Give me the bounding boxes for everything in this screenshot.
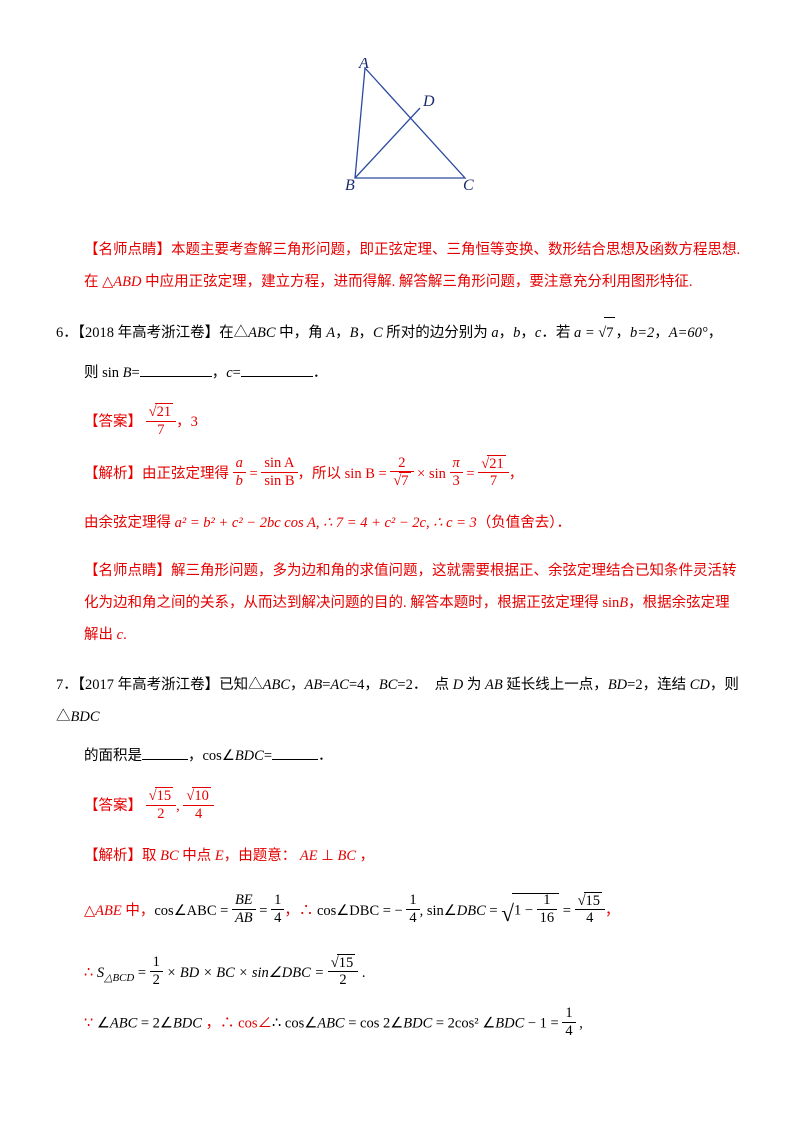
p6-answer: 【答案】 √217，3 <box>56 405 744 440</box>
p6-line2: 则 sin B=，c=． <box>56 358 744 390</box>
triangle-diagram: A D B C <box>56 58 744 211</box>
vertex-D: D <box>422 93 435 110</box>
p7-sol-3: ∴ S△BCD = 12 × BD × BC × sin∠DBC = √152 … <box>56 956 744 991</box>
p6-solution-1: 【解析】由正弦定理得 ab = sin Asin B，所以 sin B = 2√… <box>56 457 744 492</box>
vertex-A: A <box>358 58 369 72</box>
p6-num: 6． <box>56 325 78 341</box>
vertex-B: B <box>345 177 355 194</box>
blank-sinB <box>140 362 212 377</box>
p6-solution-2: 由余弦定理得 a² = b² + c² − 2bc cos A, ∴ 7 = 4… <box>56 508 744 540</box>
p6-tips: 【名师点睛】解三角形问题，多为边和角的求值问题，这就需要根据正、余弦定理结合已知… <box>56 556 744 652</box>
blank-cos <box>272 746 318 761</box>
p7-sol-2: △ABE 中，cos∠ABC = BEAB = 14，∴ cos∠DBC = −… <box>56 889 744 940</box>
p7-line2: 的面积是，cos∠BDC=． <box>56 741 744 773</box>
vertex-C: C <box>463 177 474 194</box>
p7-answer: 【答案】 √152, √104 <box>56 789 744 824</box>
problem-7: 7．【2017 年高考浙江卷】已知△ABC，AB=AC=4，BC=2． 点 D … <box>56 670 744 734</box>
blank-c <box>241 362 313 377</box>
tips-label: 【名师点睛】 <box>84 242 171 258</box>
p7-sol-1: 【解析】取 BC 中点 E，由题意： AE ⊥ BC ， <box>56 841 744 873</box>
p7-sol-4: ∵ ∠ABC = 2∠BDC ，∴ cos∠∴ cos∠ABC = cos 2∠… <box>56 1007 744 1041</box>
problem-6: 6．【2018 年高考浙江卷】在△ABC 中，角 A，B，C 所对的边分别为 a… <box>56 317 744 350</box>
commentary-5: 【名师点睛】本题主要考查解三角形问题，即正弦定理、三角恒等变换、数形结合思想及函… <box>56 235 744 299</box>
blank-area <box>142 746 188 761</box>
p7-num: 7． <box>56 677 78 693</box>
triangle-svg: A D B C <box>315 58 485 198</box>
